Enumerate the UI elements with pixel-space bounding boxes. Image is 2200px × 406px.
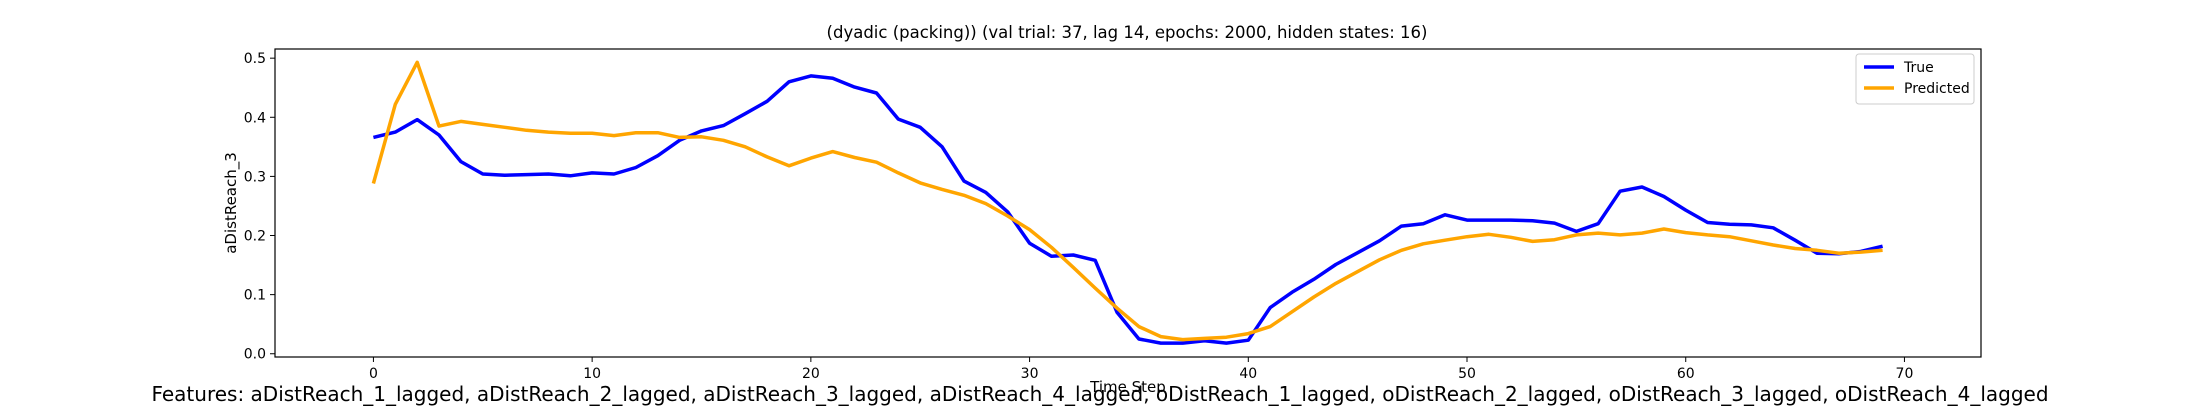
x-tick-label: 70	[1896, 366, 1914, 382]
x-tick-label: 50	[1458, 366, 1476, 382]
axes-frame	[275, 49, 1981, 357]
y-tick-label: 0.2	[244, 229, 266, 245]
x-tick-label: 0	[369, 366, 378, 382]
plot-area	[275, 49, 1981, 357]
chart-title: (dyadic (packing)) (val trial: 37, lag 1…	[827, 23, 1428, 42]
legend-label-predicted: Predicted	[1904, 81, 1970, 97]
y-tick-label: 0.1	[244, 288, 266, 304]
legend: True Predicted	[1856, 54, 1974, 104]
series-line-true	[373, 76, 1882, 343]
y-tick-label: 0.4	[244, 110, 266, 126]
features-footnote: Features: aDistReach_1_lagged, aDistReac…	[0, 382, 2200, 406]
y-tick-label: 0.3	[244, 169, 266, 185]
x-tick-label: 30	[1021, 366, 1039, 382]
legend-label-true: True	[1903, 60, 1934, 76]
x-tick-label: 60	[1677, 366, 1695, 382]
y-tick-label: 0.5	[244, 51, 266, 67]
x-tick-label: 10	[583, 366, 601, 382]
x-tick-label: 40	[1239, 366, 1257, 382]
series-line-predicted	[373, 62, 1882, 339]
series-layer	[373, 62, 1882, 343]
x-tick-label: 20	[802, 366, 820, 382]
y-axis-ticks: 0.0 0.1 0.2 0.3 0.4 0.5	[244, 51, 275, 363]
y-axis-label: aDistReach_3	[222, 152, 241, 254]
y-tick-label: 0.0	[244, 347, 266, 363]
